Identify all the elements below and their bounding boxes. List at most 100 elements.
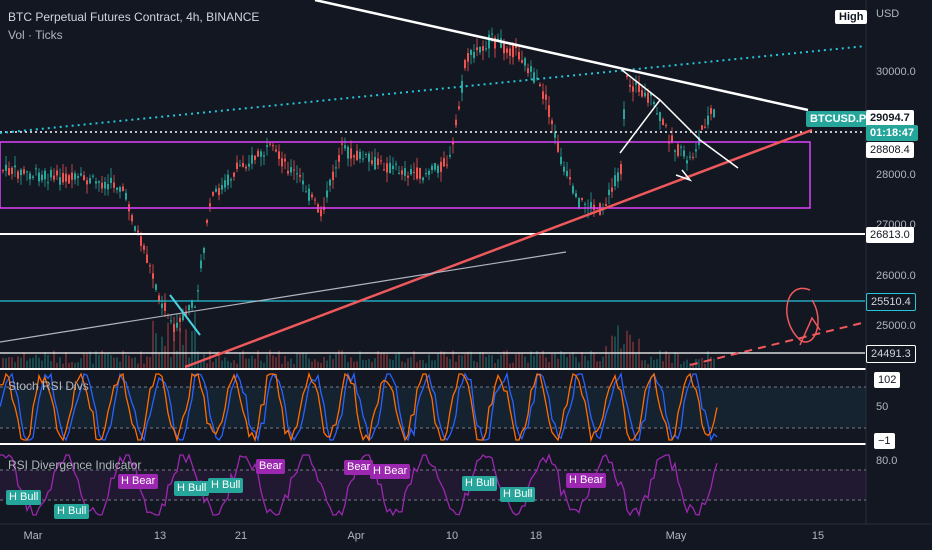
candle-body bbox=[74, 173, 76, 180]
volume-bar bbox=[422, 359, 424, 368]
volume-bar bbox=[314, 359, 316, 368]
candle-body bbox=[689, 156, 691, 158]
volume-bar bbox=[626, 330, 628, 368]
level-tag-26813: 26813.0 bbox=[866, 227, 914, 243]
candle-body bbox=[455, 119, 457, 126]
volume-bar bbox=[374, 358, 376, 368]
volume-bar bbox=[389, 359, 391, 368]
wedge-line bbox=[621, 69, 661, 101]
candle-body bbox=[218, 188, 220, 196]
volume-bar bbox=[632, 341, 634, 368]
volume-bar bbox=[524, 356, 526, 368]
candle-body bbox=[449, 154, 451, 157]
candle-body bbox=[578, 198, 580, 208]
candle-body bbox=[542, 91, 544, 99]
candle-body bbox=[50, 170, 52, 178]
candle-body bbox=[200, 260, 202, 269]
volume-bar bbox=[488, 354, 490, 368]
volume-bar bbox=[32, 357, 34, 368]
volume-bar bbox=[437, 353, 439, 368]
candle-body bbox=[95, 181, 97, 184]
volume-bar bbox=[215, 358, 217, 368]
volume-bar bbox=[239, 352, 241, 368]
candle-body bbox=[620, 164, 622, 175]
volume-bar bbox=[659, 350, 661, 368]
candle-body bbox=[644, 92, 646, 97]
candle-body bbox=[614, 175, 616, 187]
candle-body bbox=[176, 322, 178, 328]
stoch-tick: −1 bbox=[874, 433, 895, 449]
candle-body bbox=[437, 165, 439, 173]
candle-body bbox=[530, 66, 532, 72]
volume-bar bbox=[257, 350, 259, 368]
time-label: May bbox=[665, 530, 687, 542]
volume-bar bbox=[518, 352, 520, 368]
volume-bar bbox=[476, 362, 478, 368]
volume-bar bbox=[593, 353, 595, 368]
volume-bar bbox=[692, 363, 694, 368]
candle-body bbox=[623, 109, 625, 120]
candle-body bbox=[710, 108, 712, 114]
candle-body bbox=[389, 162, 391, 174]
volume-bar bbox=[14, 362, 16, 368]
candle-body bbox=[215, 188, 217, 192]
candle-body bbox=[134, 226, 136, 231]
candle-body bbox=[338, 155, 340, 162]
high-button[interactable]: High bbox=[835, 10, 868, 24]
volume-bar bbox=[329, 354, 331, 368]
candle-body bbox=[209, 203, 211, 207]
volume-bar bbox=[530, 351, 532, 368]
candle-body bbox=[35, 168, 37, 170]
volume-bar bbox=[644, 360, 646, 368]
volume-bar bbox=[266, 354, 268, 368]
candle-body bbox=[23, 169, 25, 174]
volume-bar bbox=[578, 362, 580, 368]
volume-bar bbox=[116, 357, 118, 368]
time-label: 13 bbox=[153, 530, 167, 542]
candle-body bbox=[659, 112, 661, 122]
candle-body bbox=[260, 151, 262, 157]
volume-bar bbox=[227, 360, 229, 368]
candle-body bbox=[62, 172, 64, 183]
candle-body bbox=[413, 171, 415, 173]
candle-body bbox=[308, 188, 310, 201]
candle-body bbox=[47, 182, 49, 184]
volume-bar bbox=[248, 358, 250, 368]
volume-bar bbox=[281, 363, 283, 368]
candle-body bbox=[383, 169, 385, 171]
candle-body bbox=[191, 300, 193, 308]
candle-body bbox=[575, 193, 577, 197]
candle-body bbox=[149, 265, 151, 267]
volume-bar bbox=[653, 359, 655, 368]
candle-body bbox=[590, 202, 592, 209]
candle-body bbox=[38, 172, 40, 182]
volume-bar bbox=[602, 356, 604, 368]
candle-body bbox=[569, 177, 571, 180]
candle-body bbox=[461, 80, 463, 93]
volume-bar bbox=[47, 355, 49, 368]
candle-body bbox=[284, 158, 286, 162]
volume-bar bbox=[308, 358, 310, 368]
candle-body bbox=[311, 194, 313, 198]
volume-bar bbox=[152, 320, 154, 368]
volume-bar bbox=[590, 350, 592, 368]
volume-bar bbox=[671, 362, 673, 368]
teal-dotted-trendline bbox=[0, 45, 867, 134]
candle-body bbox=[170, 320, 172, 322]
volume-bar bbox=[395, 354, 397, 368]
volume-bar bbox=[251, 355, 253, 368]
candle-body bbox=[512, 44, 514, 58]
volume-bar bbox=[614, 336, 616, 368]
volume-bar bbox=[662, 361, 664, 368]
volume-bar bbox=[74, 363, 76, 368]
candle-body bbox=[248, 163, 250, 167]
volume-bar bbox=[83, 353, 85, 368]
volume-bar bbox=[620, 348, 622, 368]
divergence-label: Bear bbox=[256, 459, 286, 474]
volume-bar bbox=[467, 351, 469, 368]
candle-body bbox=[341, 143, 343, 145]
candle-body bbox=[86, 180, 88, 185]
volume-bar bbox=[122, 350, 124, 368]
divergence-label: H Bull bbox=[208, 478, 244, 493]
volume-bar bbox=[461, 355, 463, 368]
